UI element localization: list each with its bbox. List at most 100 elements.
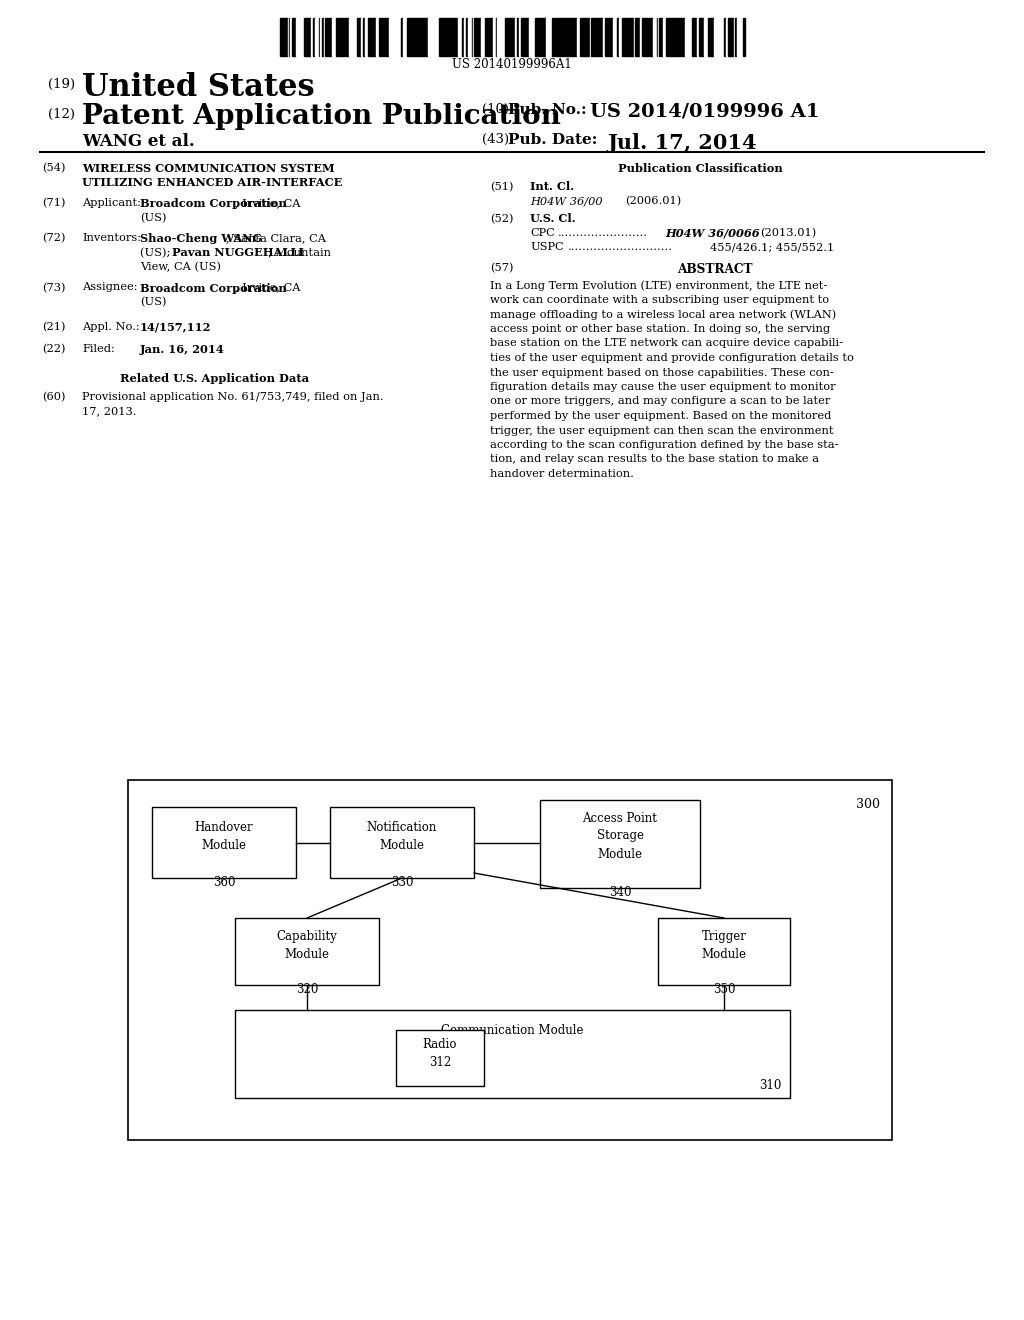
Bar	[591, 18, 595, 55]
Bar	[379, 18, 381, 55]
Text: (2013.01): (2013.01)	[760, 228, 816, 239]
Text: U.S. Cl.: U.S. Cl.	[530, 214, 575, 224]
Bar	[470, 18, 471, 55]
Text: 320: 320	[296, 983, 318, 997]
Bar	[349, 18, 353, 55]
Bar	[544, 18, 546, 55]
Bar	[728, 18, 731, 55]
Bar	[303, 18, 305, 55]
Bar	[725, 18, 728, 55]
Bar	[711, 18, 713, 55]
Text: one or more triggers, and may configure a scan to be later: one or more triggers, and may configure …	[490, 396, 830, 407]
Text: 300: 300	[856, 799, 880, 810]
Text: work can coordinate with a subscribing user equipment to: work can coordinate with a subscribing u…	[490, 294, 829, 305]
Bar	[519, 18, 520, 55]
Bar	[539, 18, 541, 55]
Text: Access Point
Storage
Module: Access Point Storage Module	[583, 812, 657, 861]
Text: (57): (57)	[490, 263, 513, 273]
Bar	[721, 18, 724, 55]
Bar	[298, 18, 302, 55]
Text: (73): (73)	[42, 282, 66, 293]
Bar	[438, 18, 442, 55]
Text: Applicant:: Applicant:	[82, 198, 141, 209]
Text: (19): (19)	[48, 78, 75, 91]
Bar	[653, 18, 656, 55]
Bar	[384, 18, 386, 55]
Text: CPC: CPC	[530, 228, 555, 238]
Bar	[660, 18, 662, 55]
Bar	[327, 18, 329, 55]
Bar	[685, 18, 689, 55]
Text: Communication Module: Communication Module	[441, 1024, 584, 1038]
Text: Related U.S. Application Data: Related U.S. Application Data	[120, 372, 309, 384]
Bar	[414, 18, 418, 55]
Bar	[447, 18, 450, 55]
Text: Jan. 16, 2014: Jan. 16, 2014	[140, 345, 224, 355]
Text: tion, and relay scan results to the base station to make a: tion, and relay scan results to the base…	[490, 454, 819, 465]
Text: USPC: USPC	[530, 243, 563, 252]
Bar	[476, 18, 478, 55]
Bar	[442, 18, 444, 55]
Text: trigger, the user equipment can then scan the environment: trigger, the user equipment can then sca…	[490, 425, 834, 436]
Bar	[411, 18, 414, 55]
Bar	[550, 18, 552, 55]
Text: base station on the LTE network can acquire device capabili-: base station on the LTE network can acqu…	[490, 338, 843, 348]
Text: ABSTRACT: ABSTRACT	[677, 263, 753, 276]
Bar	[292, 18, 296, 55]
Bar	[557, 18, 561, 55]
Bar	[454, 18, 458, 55]
Bar	[381, 18, 384, 55]
Bar	[608, 18, 610, 55]
Bar	[524, 18, 528, 55]
Bar	[658, 917, 790, 985]
Text: Assignee:: Assignee:	[82, 282, 137, 293]
Bar	[650, 18, 651, 55]
Text: Pavan NUGGEHALLI: Pavan NUGGEHALLI	[172, 248, 304, 259]
Bar	[401, 18, 403, 55]
Text: Publication Classification: Publication Classification	[617, 162, 782, 174]
Bar	[451, 18, 454, 55]
Bar	[434, 18, 435, 55]
Bar	[731, 18, 734, 55]
Text: Pub. No.:: Pub. No.:	[508, 103, 587, 117]
Text: , Santa Clara, CA: , Santa Clara, CA	[226, 234, 326, 243]
Bar	[588, 18, 590, 55]
Bar	[307, 18, 308, 55]
Bar	[345, 18, 348, 55]
Bar	[638, 18, 640, 55]
Bar	[280, 18, 283, 55]
Text: , Irvine, CA: , Irvine, CA	[234, 198, 300, 209]
Bar	[666, 18, 667, 55]
Bar	[396, 1030, 484, 1086]
Bar	[635, 18, 637, 55]
Bar	[373, 18, 376, 55]
Text: Radio
312: Radio 312	[423, 1039, 458, 1069]
Bar	[512, 18, 515, 55]
Bar	[522, 18, 524, 55]
Bar	[667, 18, 671, 55]
Bar	[128, 780, 892, 1140]
Text: United States: United States	[82, 73, 314, 103]
Bar	[614, 18, 616, 55]
Bar	[701, 18, 703, 55]
Bar	[530, 18, 535, 55]
Bar	[577, 18, 580, 55]
Bar	[508, 18, 511, 55]
Text: Patent Application Publication: Patent Application Publication	[82, 103, 561, 129]
Text: US 20140199996A1: US 20140199996A1	[453, 58, 571, 71]
Bar	[738, 18, 741, 55]
Bar	[283, 18, 287, 55]
Bar	[600, 18, 602, 55]
Text: (54): (54)	[42, 162, 66, 173]
Bar	[689, 18, 691, 55]
Bar	[515, 18, 517, 55]
Text: performed by the user equipment. Based on the monitored: performed by the user equipment. Based o…	[490, 411, 831, 421]
Text: handover determination.: handover determination.	[490, 469, 634, 479]
Bar	[342, 18, 345, 55]
Text: Handover
Module: Handover Module	[195, 821, 253, 851]
Text: 340: 340	[608, 886, 631, 899]
Bar	[485, 18, 489, 55]
Bar	[302, 18, 303, 55]
Text: 310: 310	[760, 1078, 782, 1092]
Bar	[446, 18, 447, 55]
